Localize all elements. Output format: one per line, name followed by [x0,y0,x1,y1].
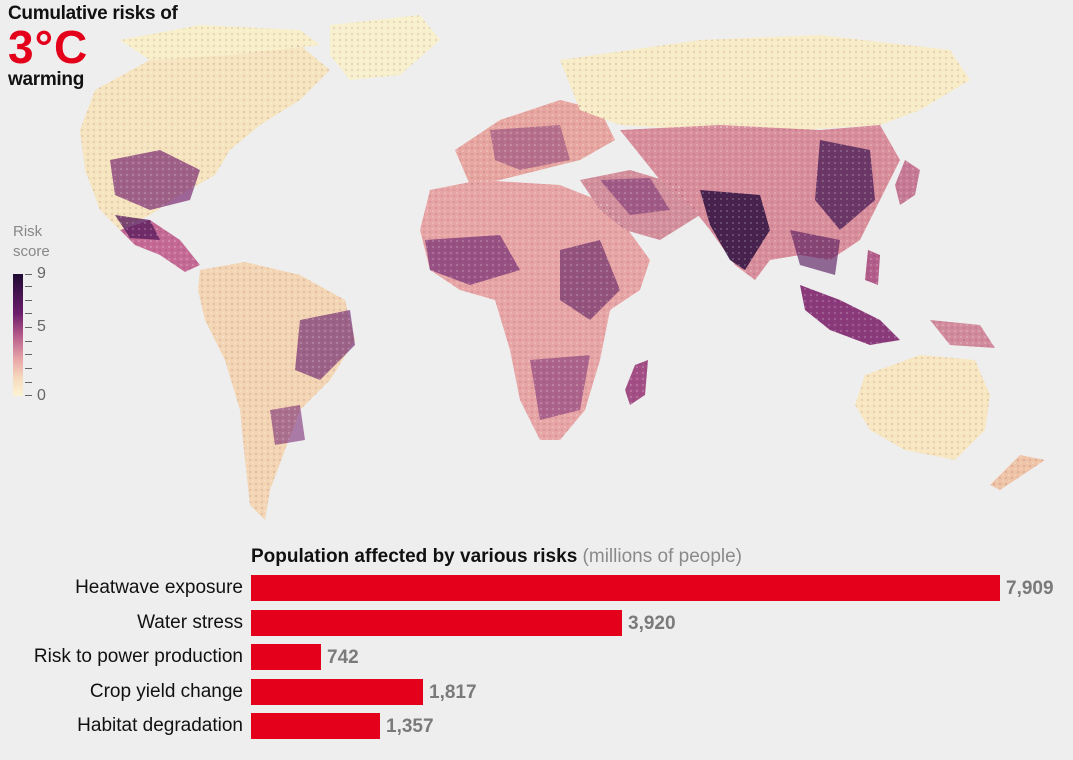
landmass-texture [930,320,995,348]
bar-value-label: 1,817 [429,681,477,703]
bar-category-label: Water stress [137,611,243,633]
bar-category-label: Habitat degradation [77,715,243,736]
legend-tick [25,274,32,275]
bar-category-label: Risk to power production [33,646,243,667]
bar-value-label: 742 [327,647,359,668]
legend-color-ramp [13,274,23,396]
landmass-texture [560,35,970,130]
world-risk-map [80,15,1045,520]
bar-chart-unit: (millions of people) [582,546,743,567]
landmass-texture [80,45,330,230]
legend-tick [25,382,32,383]
title-line2: warming [8,69,85,90]
landmass-texture [198,262,355,520]
bar-row: Crop yield change 1,817 [0,678,1073,705]
legend-label-max: 9 [37,265,46,282]
bar [251,713,380,739]
risk-score-legend: Risk score 9 5 0 [10,222,70,407]
title-line1: Cumulative risks of [8,3,178,24]
map-title: Cumulative risks of 3°C warming [8,4,178,89]
bar [251,609,622,636]
bar-row: Water stress 3,920 [0,609,1073,636]
legend-label-min: 0 [37,387,46,404]
bar-row: Risk to power production 742 [0,644,1073,670]
bar-row: Habitat degradation 1,357 [0,713,1073,739]
landmass-texture [120,220,200,272]
landmass-texture [330,15,440,80]
legend-title-line2: score [13,243,50,260]
landmass-texture [420,180,650,440]
landmass-texture [855,355,990,460]
bar-value-label: 7,909 [1006,578,1054,599]
legend-title-line1: Risk [13,223,43,240]
legend-tick [25,341,32,342]
bar-category-label: Crop yield change [89,680,243,702]
bar-chart-title-text: Population affected by various risks [251,546,578,567]
legend-label-mid: 5 [37,318,46,335]
landmass-texture [455,100,615,185]
legend-tick [25,286,32,287]
legend-tick [25,300,32,301]
legend-tick [25,354,32,355]
bar-value-label: 3,920 [628,612,676,634]
legend-tick [25,313,32,314]
landmass-texture [620,125,900,280]
bar [251,678,423,705]
bar [251,644,321,670]
bar-category-label: Heatwave exposure [75,577,243,598]
bar-value-label: 1,357 [386,716,434,737]
landmass-texture [120,25,320,60]
legend-tick [25,327,32,328]
landmass-texture [625,360,648,405]
bar-row: Heatwave exposure 7,909 [0,575,1073,601]
legend-title: Risk score [13,222,50,262]
landmass-texture [990,455,1045,490]
legend-tick [25,368,32,369]
landmass-texture [865,250,880,285]
land-texture [80,15,1045,520]
landmass-texture [800,285,900,345]
legend-tick [25,395,32,396]
title-highlight: 3°C [8,21,89,73]
landmass-texture [895,160,920,205]
bar-chart-title: Population affected by various risks (mi… [251,546,742,568]
bar [251,575,1000,601]
